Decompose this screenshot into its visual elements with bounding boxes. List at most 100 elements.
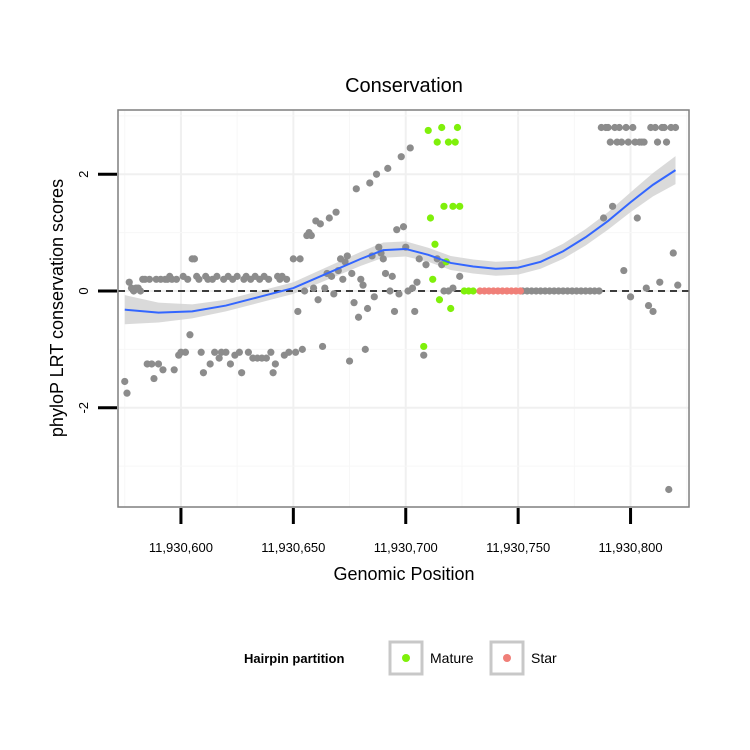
data-point-mature — [433, 138, 441, 146]
legend-dot-star — [503, 654, 511, 662]
data-point-other — [449, 284, 457, 292]
data-point-other — [170, 366, 178, 374]
data-point-other — [159, 366, 167, 374]
data-point-star — [516, 287, 524, 295]
data-point-other — [350, 299, 358, 307]
data-point-other — [181, 348, 190, 356]
data-point-other — [422, 261, 430, 269]
data-point-other — [197, 348, 205, 356]
data-point-mature — [469, 287, 477, 295]
data-point-other — [379, 255, 387, 263]
y-axis-ticks: -2 0 2 — [76, 171, 117, 414]
data-point-mature — [451, 138, 459, 146]
data-point-other — [390, 307, 399, 316]
data-point-other — [309, 284, 318, 292]
data-point-other — [262, 354, 270, 362]
y-tick-label: 2 — [76, 171, 91, 178]
data-point-other — [123, 389, 131, 397]
data-point-other — [145, 275, 154, 283]
data-point-other — [190, 255, 199, 263]
data-point-other — [318, 342, 327, 351]
data-point-other — [674, 281, 682, 289]
data-point-other — [332, 208, 340, 216]
legend-title: Hairpin partition — [244, 651, 344, 666]
data-point-other — [148, 360, 156, 368]
data-point-other — [671, 123, 680, 132]
data-point-other — [154, 360, 163, 368]
data-point-other — [186, 331, 194, 339]
data-point-other — [195, 275, 203, 283]
data-point-other — [662, 138, 671, 146]
data-point-other — [341, 258, 349, 266]
data-point-mature — [420, 342, 428, 351]
data-point-other — [325, 214, 333, 222]
data-point-mature — [456, 202, 464, 210]
data-point-other — [665, 485, 673, 494]
chart-title: Conservation — [345, 75, 463, 97]
data-point-other — [626, 293, 635, 301]
data-point-other — [348, 269, 356, 278]
x-axis-ticks: 11,930,600 11,930,650 11,930,700 11,930,750… — [149, 508, 663, 555]
data-point-other — [294, 307, 302, 316]
data-point-other — [233, 272, 241, 280]
x-tick-label: 11,930,650 — [261, 540, 325, 555]
data-point-mature — [435, 296, 444, 304]
data-point-other — [397, 153, 405, 161]
data-point-mature — [438, 123, 446, 132]
data-point-other — [411, 307, 419, 316]
data-point-other — [384, 164, 392, 172]
data-point-other — [121, 377, 129, 386]
data-point-other — [604, 123, 612, 132]
data-point-other — [381, 269, 390, 278]
smooth-curve — [124, 169, 677, 314]
data-point-other — [660, 123, 668, 132]
y-axis-label: phyloP LRT conservation scores — [47, 179, 67, 437]
data-point-other — [599, 214, 608, 222]
data-point-other — [653, 138, 662, 146]
confidence-band-area — [124, 156, 676, 325]
data-point-other — [150, 374, 158, 383]
data-point-other — [184, 275, 192, 283]
data-point-other — [415, 255, 423, 263]
data-point-other — [357, 275, 365, 283]
data-point-other — [656, 278, 664, 286]
data-point-other — [456, 272, 464, 280]
data-point-other — [300, 287, 309, 295]
plot-border — [117, 109, 690, 508]
data-point-other — [222, 348, 230, 356]
data-point-other — [235, 348, 243, 356]
data-point-other — [595, 287, 603, 295]
data-point-mature — [444, 138, 453, 146]
data-point-other — [244, 348, 252, 356]
data-point-mature — [424, 126, 432, 135]
legend-dot-mature — [402, 654, 410, 662]
data-point-other — [213, 272, 221, 280]
data-point-mature — [440, 202, 448, 210]
data-point-mature — [429, 275, 437, 283]
data-point-other — [372, 170, 381, 178]
data-point-mature — [453, 123, 462, 132]
data-point-other — [395, 290, 403, 298]
smooth-line-path — [124, 169, 677, 314]
data-point-other — [307, 231, 315, 240]
data-point-other — [608, 202, 617, 210]
data-point-other — [615, 123, 623, 132]
data-point-mature — [447, 304, 455, 313]
data-point-other — [420, 351, 428, 359]
data-point-other — [125, 278, 133, 286]
data-point-other — [199, 369, 208, 377]
data-point-other — [211, 348, 219, 356]
data-point-other — [622, 123, 630, 132]
data-point-other — [651, 123, 659, 132]
data-point-other — [321, 284, 329, 292]
data-point-other — [399, 223, 408, 231]
legend-key-star — [489, 640, 525, 676]
data-point-other — [339, 275, 347, 283]
x-tick-label: 11,930,600 — [149, 540, 213, 555]
data-point-other — [413, 278, 421, 286]
data-point-other — [330, 290, 338, 298]
data-point-other — [265, 275, 273, 283]
legend: Hairpin partition Mature Star — [244, 640, 557, 676]
x-tick-label: 11,930,700 — [374, 540, 438, 555]
